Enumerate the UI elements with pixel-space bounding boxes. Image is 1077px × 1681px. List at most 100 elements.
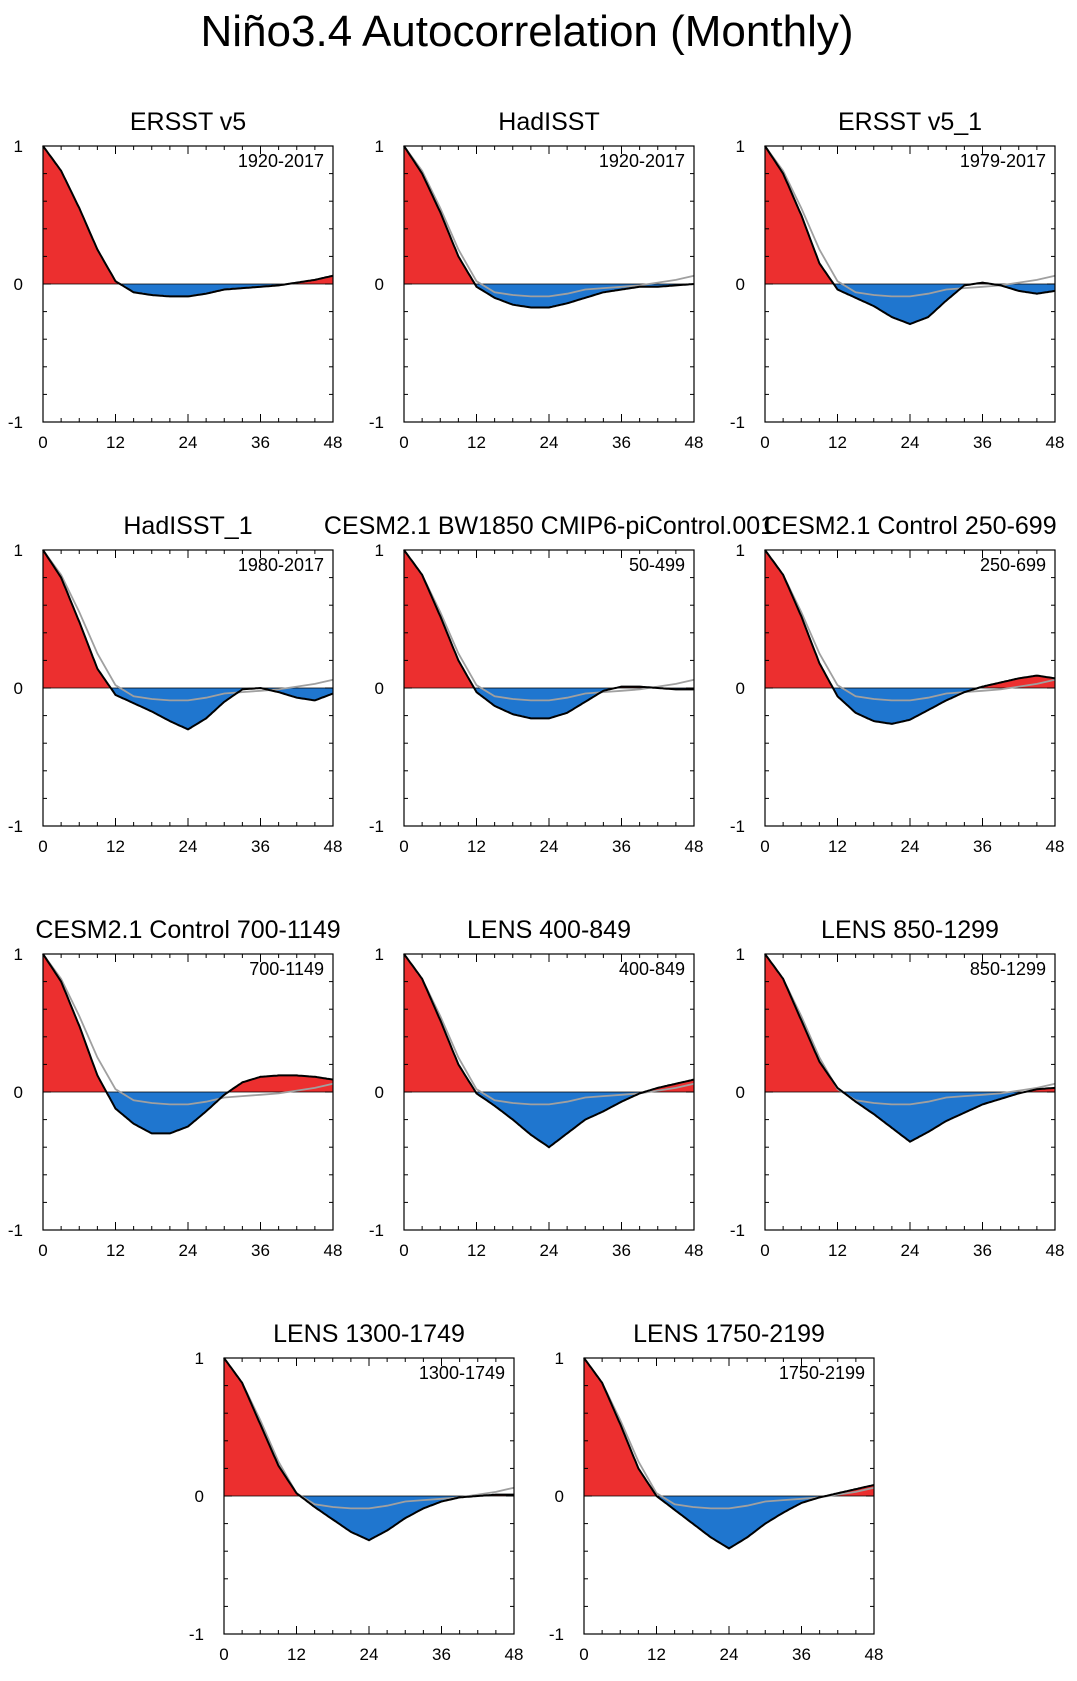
y-tick-label: -1 [8, 1221, 23, 1240]
positive-area [224, 1358, 514, 1496]
x-tick-label: 0 [219, 1645, 228, 1664]
positive-area [404, 146, 694, 284]
y-tick-label: -1 [189, 1625, 204, 1644]
x-tick-label: 12 [287, 1645, 306, 1664]
x-tick-label: 48 [685, 837, 704, 856]
x-tick-label: 48 [505, 1645, 524, 1664]
panel-title: LENS 1750-2199 [633, 1320, 825, 1348]
x-tick-label: 0 [760, 1241, 769, 1260]
panel-title: HadISST [498, 108, 599, 136]
y-tick-label: -1 [8, 817, 23, 836]
chart-panel: 0 12 24 36 48 1 0 -1 250-699 CESM2.1 Control 250-… [730, 512, 1065, 856]
y-tick-label: -1 [549, 1625, 564, 1644]
chart-panel: 0 12 24 36 48 1 0 -1 1300-1749 LENS 1300-1749 [189, 1320, 524, 1664]
chart-panel: 0 12 24 36 48 1 0 -1 1920-2017 ERSST v5 [8, 108, 343, 452]
period-label: 1300-1749 [419, 1363, 505, 1383]
x-tick-label: 48 [324, 837, 343, 856]
series-line [42, 145, 334, 298]
x-tick-label: 48 [685, 1241, 704, 1260]
x-tick-label: 0 [399, 433, 408, 452]
y-tick-label: 0 [375, 1083, 384, 1102]
x-tick-label: 36 [612, 837, 631, 856]
x-tick-label: 12 [647, 1645, 666, 1664]
y-tick-label: -1 [8, 413, 23, 432]
y-tick-label: 1 [375, 541, 384, 560]
y-tick-label: 0 [14, 275, 23, 294]
x-tick-label: 24 [901, 1241, 920, 1260]
period-label: 1750-2199 [779, 1363, 865, 1383]
x-tick-label: 0 [760, 837, 769, 856]
x-tick-label: 0 [579, 1645, 588, 1664]
positive-area [404, 550, 694, 688]
x-tick-label: 0 [760, 433, 769, 452]
x-tick-label: 12 [828, 433, 847, 452]
positive-area [765, 954, 1055, 1092]
x-tick-label: 0 [38, 1241, 47, 1260]
negative-area [404, 688, 694, 719]
chart-panel: 0 12 24 36 48 1 0 -1 1980-2017 HadISST_1 [8, 512, 343, 856]
x-tick-label: 48 [324, 433, 343, 452]
panel-title: CESM2.1 Control 700-1149 [35, 916, 340, 944]
negative-area [404, 1092, 694, 1148]
panel-title: LENS 850-1299 [821, 916, 999, 944]
panel-title: CESM2.1 BW1850 CMIP6-piControl.001 [324, 512, 774, 540]
panel-title: LENS 1300-1749 [273, 1320, 465, 1348]
period-label: 1979-2017 [960, 151, 1046, 171]
chart-panel: 0 12 24 36 48 1 0 -1 1750-2199 LENS 1750-2199 [549, 1320, 884, 1664]
x-tick-label: 12 [106, 1241, 125, 1260]
positive-area [43, 954, 333, 1092]
y-tick-label: -1 [730, 413, 745, 432]
negative-area [224, 1496, 514, 1541]
x-tick-label: 24 [179, 1241, 198, 1260]
series-line [764, 549, 1056, 725]
chart-panel: 0 12 24 36 48 1 0 -1 850-1299 LENS 850-1299 [730, 916, 1065, 1260]
x-tick-label: 24 [540, 433, 559, 452]
y-tick-label: 1 [375, 945, 384, 964]
x-tick-label: 12 [467, 837, 486, 856]
x-tick-label: 36 [792, 1645, 811, 1664]
x-tick-label: 48 [1046, 837, 1065, 856]
chart-panel: 0 12 24 36 48 1 0 -1 1979-2017 ERSST v5_1 [730, 108, 1065, 452]
x-tick-label: 24 [901, 837, 920, 856]
period-label: 1920-2017 [238, 151, 324, 171]
y-tick-label: 0 [555, 1487, 564, 1506]
x-tick-label: 0 [38, 837, 47, 856]
x-tick-label: 0 [38, 433, 47, 452]
chart-panel: 0 12 24 36 48 1 0 -1 700-1149 CESM2.1 Control 700… [8, 916, 343, 1260]
x-tick-label: 36 [612, 433, 631, 452]
x-tick-label: 24 [179, 837, 198, 856]
x-tick-label: 36 [432, 1645, 451, 1664]
panel-title: HadISST_1 [123, 512, 252, 540]
x-tick-label: 24 [179, 433, 198, 452]
period-label: 700-1149 [249, 959, 324, 979]
chart-panel: 0 12 24 36 48 1 0 -1 50-499 CESM2.1 BW1850 CMIP6-… [324, 512, 774, 856]
y-tick-label: 0 [14, 1083, 23, 1102]
negative-area [43, 284, 333, 297]
series-line [403, 953, 695, 1149]
period-label: 1920-2017 [599, 151, 685, 171]
y-tick-label: 1 [195, 1349, 204, 1368]
x-tick-label: 36 [251, 433, 270, 452]
panel-title: CESM2.1 Control 250-699 [763, 512, 1056, 540]
y-tick-label: 1 [14, 137, 23, 156]
x-tick-label: 12 [828, 1241, 847, 1260]
x-tick-label: 36 [973, 433, 992, 452]
x-tick-label: 12 [106, 433, 125, 452]
y-tick-label: 1 [375, 137, 384, 156]
x-tick-label: 0 [399, 837, 408, 856]
negative-area [765, 1092, 1055, 1142]
negative-area [584, 1496, 874, 1549]
series-line [42, 953, 334, 1135]
x-tick-label: 48 [865, 1645, 884, 1664]
reference-line [42, 953, 334, 1106]
series-line [764, 145, 1056, 326]
reference-line [42, 549, 334, 702]
period-label: 850-1299 [970, 959, 1046, 979]
y-tick-label: 0 [736, 679, 745, 698]
y-tick-label: 1 [14, 541, 23, 560]
x-tick-label: 48 [1046, 433, 1065, 452]
reference-line [764, 953, 1056, 1106]
x-tick-label: 24 [540, 1241, 559, 1260]
